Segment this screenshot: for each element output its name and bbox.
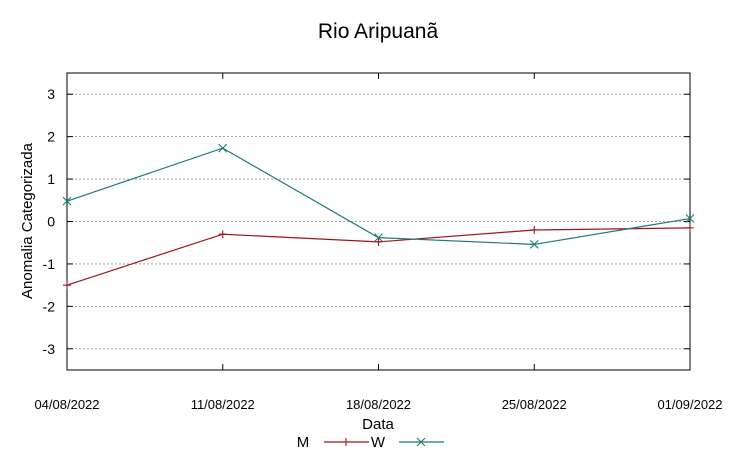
series-layer (62, 143, 695, 290)
x-tick-label: 01/09/2022 (657, 397, 722, 412)
legend-marker-m (342, 438, 350, 446)
data-point-w (685, 214, 695, 223)
y-tick-label: -3 (43, 341, 56, 357)
x-tick-label: 18/08/2022 (346, 397, 411, 412)
y-axis-label: Anomalia Categorizada (19, 142, 36, 299)
data-point-w (374, 233, 383, 243)
data-point-m (218, 230, 227, 239)
y-tick-label: -2 (43, 298, 56, 314)
y-tick-label: 3 (47, 86, 55, 102)
x-tick-label: 25/08/2022 (502, 397, 567, 412)
series-line-w (66, 147, 691, 246)
y-tick-label: 0 (47, 214, 55, 230)
data-point-w (218, 143, 228, 153)
data-point-m (530, 225, 539, 234)
chart-title: Rio Aripuanã (318, 20, 439, 43)
data-point-w (529, 240, 539, 249)
data-point-w (62, 196, 72, 206)
x-tick-label: 11/08/2022 (191, 397, 255, 412)
series-line-m (66, 227, 691, 286)
data-point-m (63, 281, 71, 290)
y-tick-label: 2 (47, 129, 55, 145)
y-tick-label: -1 (43, 256, 56, 272)
legend-label-w: W (371, 434, 386, 451)
x-axis-label: Data (362, 416, 394, 433)
data-point-m (374, 237, 383, 246)
x-axis: 04/08/2022 11/08/2022 18/08/2022 25/08/2022… (34, 73, 723, 412)
y-tick-label: 1 (47, 171, 55, 187)
legend-marker-w (416, 437, 426, 447)
legend-label-m: M (297, 434, 310, 451)
x-tick-label: 04/08/2022 (34, 397, 99, 412)
grid (67, 93, 690, 350)
data-point-m (686, 223, 694, 232)
